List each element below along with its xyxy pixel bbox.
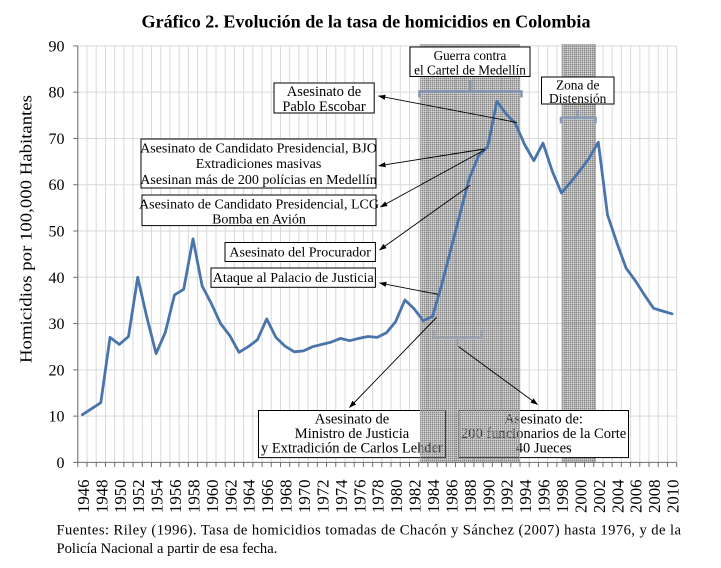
- svg-text:Bomba en Avión: Bomba en Avión: [212, 213, 306, 228]
- svg-text:1950: 1950: [111, 479, 130, 513]
- svg-text:0: 0: [57, 455, 65, 472]
- svg-text:Asesinato de: Asesinato de: [315, 411, 390, 427]
- svg-text:1948: 1948: [92, 479, 111, 513]
- svg-text:1956: 1956: [166, 479, 185, 513]
- svg-text:2006: 2006: [627, 479, 646, 513]
- svg-text:Homicidios por 100,000 Habitan: Homicidios por 100,000 Habitantes: [17, 95, 36, 363]
- svg-text:1966: 1966: [258, 479, 277, 513]
- svg-text:1998: 1998: [553, 479, 572, 513]
- svg-text:60: 60: [49, 177, 65, 194]
- svg-text:1980: 1980: [387, 479, 406, 513]
- svg-text:1972: 1972: [313, 479, 332, 513]
- svg-text:2010: 2010: [664, 479, 683, 513]
- svg-text:1960: 1960: [203, 479, 222, 513]
- svg-text:1952: 1952: [129, 479, 148, 513]
- svg-text:1978: 1978: [369, 479, 388, 513]
- svg-text:1974: 1974: [332, 479, 351, 513]
- svg-text:Asesinato de Candidato Preside: Asesinato de Candidato Presidencial, LCG: [139, 197, 379, 212]
- svg-text:1990: 1990: [479, 479, 498, 513]
- svg-text:70: 70: [49, 131, 65, 148]
- svg-text:Pablo Escobar: Pablo Escobar: [282, 99, 366, 115]
- svg-text:Ministro de Justicia: Ministro de Justicia: [295, 426, 410, 442]
- svg-text:el Cartel de Medellín: el Cartel de Medellín: [414, 62, 526, 77]
- svg-text:Distensión: Distensión: [549, 91, 607, 106]
- svg-text:1964: 1964: [240, 479, 259, 513]
- svg-text:Asesinato de:: Asesinato de:: [504, 411, 583, 427]
- svg-text:1954: 1954: [148, 479, 167, 513]
- svg-text:40 Jueces: 40 Jueces: [516, 441, 572, 457]
- svg-text:1962: 1962: [221, 479, 240, 513]
- svg-text:Asesinato de: Asesinato de: [287, 84, 362, 100]
- svg-text:1976: 1976: [350, 479, 369, 513]
- svg-text:Gráfico 2. Evolución de la tas: Gráfico 2. Evolución de la tasa de homic…: [142, 12, 591, 32]
- svg-text:Ataque al Palacio de Justicia: Ataque al Palacio de Justicia: [213, 271, 375, 286]
- svg-text:40: 40: [49, 270, 65, 287]
- svg-text:Zona de: Zona de: [556, 78, 600, 93]
- svg-text:1996: 1996: [535, 479, 554, 513]
- svg-text:Extradiciones masivas: Extradiciones masivas: [196, 157, 322, 172]
- svg-text:2004: 2004: [608, 479, 627, 513]
- svg-text:20: 20: [49, 362, 65, 379]
- svg-text:50: 50: [49, 224, 65, 241]
- svg-text:2002: 2002: [590, 479, 609, 513]
- svg-text:Guerra contra: Guerra contra: [434, 48, 507, 63]
- svg-text:90: 90: [49, 38, 65, 55]
- svg-text:1946: 1946: [74, 479, 93, 513]
- svg-text:Asesinan más de 200 polícias e: Asesinan más de 200 polícias en Medellín: [140, 173, 376, 188]
- svg-text:y Extradición de Carlos Lehder: y Extradición de Carlos Lehder: [261, 441, 443, 457]
- svg-text:Fuentes: Riley (1996). Tasa de: Fuentes: Riley (1996). Tasa de homicidio…: [57, 523, 682, 539]
- svg-text:30: 30: [49, 316, 65, 333]
- svg-text:10: 10: [49, 409, 65, 426]
- svg-text:1970: 1970: [295, 479, 314, 513]
- svg-text:1986: 1986: [442, 479, 461, 513]
- svg-text:1958: 1958: [185, 479, 204, 513]
- svg-text:1992: 1992: [498, 479, 517, 513]
- svg-text:1984: 1984: [424, 479, 443, 513]
- svg-text:2008: 2008: [645, 479, 664, 513]
- svg-text:1968: 1968: [277, 479, 296, 513]
- svg-text:1988: 1988: [461, 479, 480, 513]
- svg-text:2000: 2000: [571, 479, 590, 513]
- svg-text:1994: 1994: [516, 479, 535, 513]
- svg-text:Asesinato de Candidato Preside: Asesinato de Candidato Presidencial, BJO: [140, 141, 377, 156]
- svg-text:1982: 1982: [406, 479, 425, 513]
- svg-text:Policía Nacional a partir de e: Policía Nacional a partir de esa fecha.: [57, 541, 278, 557]
- svg-text:80: 80: [49, 85, 65, 102]
- svg-text:Asesinato del Procurador: Asesinato del Procurador: [229, 246, 371, 261]
